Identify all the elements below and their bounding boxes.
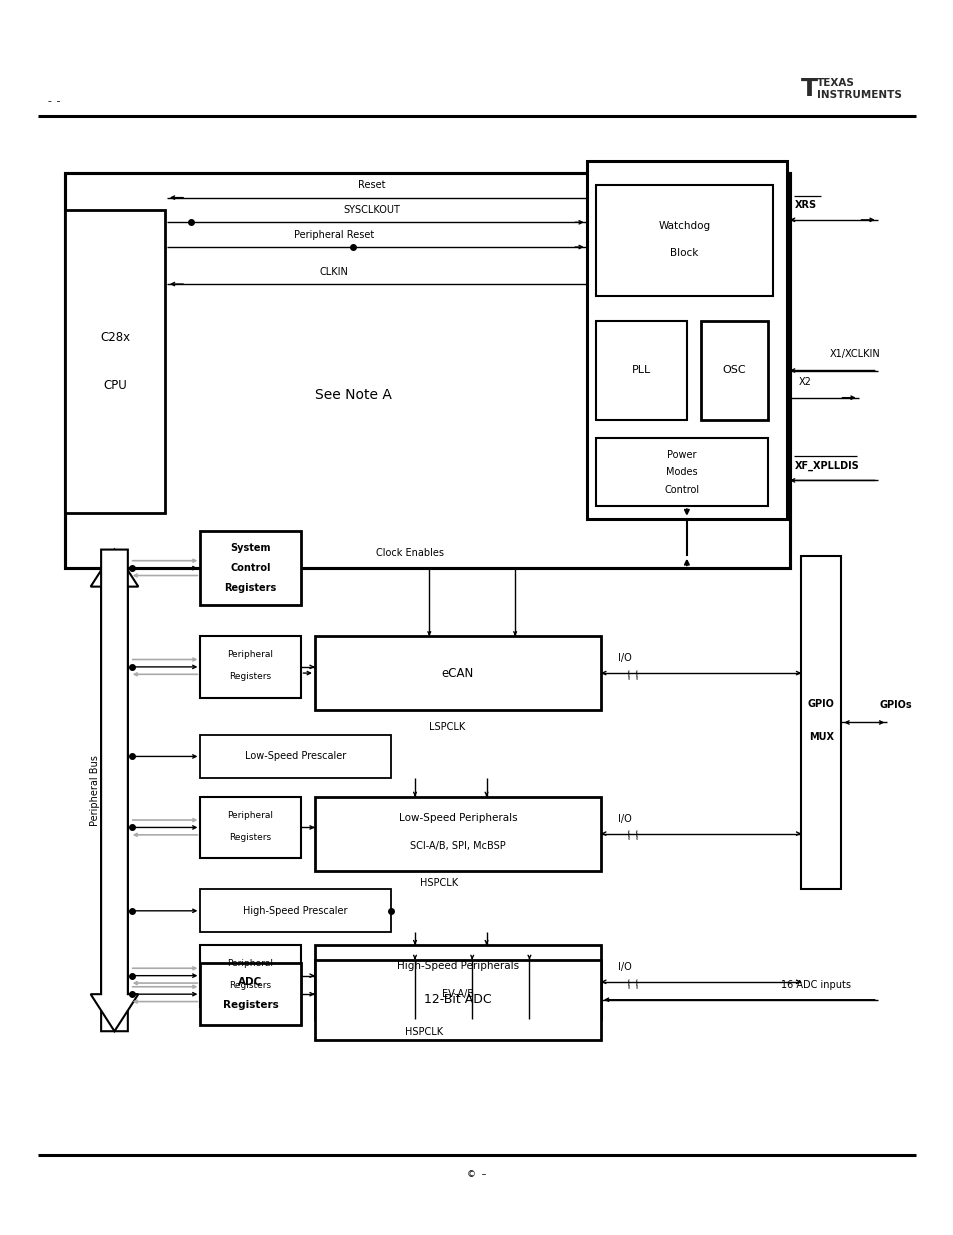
- Text: C28x: C28x: [100, 331, 130, 343]
- FancyBboxPatch shape: [700, 321, 767, 420]
- Text: /: /: [625, 979, 633, 989]
- Text: I/O: I/O: [618, 653, 631, 663]
- Text: eCAN: eCAN: [441, 667, 474, 679]
- Text: T: T: [801, 77, 818, 101]
- FancyBboxPatch shape: [314, 636, 600, 710]
- Text: Power: Power: [667, 450, 696, 461]
- FancyArrow shape: [91, 550, 138, 1031]
- FancyArrow shape: [91, 550, 138, 1031]
- Text: HSPCLK: HSPCLK: [405, 1028, 443, 1037]
- FancyBboxPatch shape: [200, 963, 300, 1025]
- Text: CLKIN: CLKIN: [319, 267, 348, 277]
- Text: /: /: [625, 831, 633, 841]
- FancyBboxPatch shape: [200, 945, 300, 1007]
- FancyBboxPatch shape: [314, 960, 600, 1040]
- FancyBboxPatch shape: [200, 797, 300, 858]
- Text: Control: Control: [664, 484, 699, 495]
- Text: ADC: ADC: [238, 977, 262, 987]
- Text: Peripheral: Peripheral: [227, 810, 274, 820]
- FancyBboxPatch shape: [586, 161, 786, 519]
- FancyBboxPatch shape: [801, 556, 841, 889]
- Text: GPIO: GPIO: [807, 699, 834, 709]
- Text: X2: X2: [798, 377, 810, 387]
- Text: Clock Enables: Clock Enables: [375, 548, 444, 558]
- Text: Control: Control: [230, 563, 271, 573]
- Text: EV-A/B: EV-A/B: [441, 989, 474, 999]
- Text: Peripheral Reset: Peripheral Reset: [294, 230, 374, 240]
- Text: Registers: Registers: [229, 832, 272, 842]
- FancyBboxPatch shape: [200, 636, 300, 698]
- Text: I/O: I/O: [618, 962, 631, 972]
- FancyBboxPatch shape: [65, 210, 165, 513]
- Text: XRS: XRS: [794, 200, 816, 210]
- Text: High-Speed Prescaler: High-Speed Prescaler: [243, 905, 348, 916]
- Text: /: /: [633, 671, 640, 680]
- Text: X1/XCLKIN: X1/XCLKIN: [829, 350, 880, 359]
- Text: –  –: – –: [48, 98, 60, 106]
- Text: MUX: MUX: [808, 732, 833, 742]
- Text: Registers: Registers: [229, 981, 272, 990]
- Text: OSC: OSC: [722, 366, 745, 375]
- FancyBboxPatch shape: [314, 945, 600, 1019]
- Text: /: /: [633, 831, 640, 841]
- Text: SCI-A/B, SPI, McBSP: SCI-A/B, SPI, McBSP: [410, 841, 505, 851]
- FancyBboxPatch shape: [65, 173, 789, 568]
- Text: System: System: [230, 543, 271, 553]
- Text: XF_XPLLDIS: XF_XPLLDIS: [794, 461, 859, 471]
- Text: /: /: [633, 979, 640, 989]
- Text: Block: Block: [670, 248, 698, 258]
- Text: Modes: Modes: [665, 467, 698, 478]
- Text: Registers: Registers: [224, 583, 276, 593]
- Text: GPIOs: GPIOs: [879, 700, 911, 710]
- Text: PLL: PLL: [631, 366, 651, 375]
- FancyBboxPatch shape: [596, 321, 686, 420]
- Text: Registers: Registers: [222, 1000, 278, 1010]
- Text: I/O: I/O: [618, 814, 631, 824]
- Text: Peripheral Bus: Peripheral Bus: [91, 755, 100, 826]
- Text: See Note A: See Note A: [314, 388, 391, 403]
- Text: Watchdog: Watchdog: [658, 221, 710, 231]
- Text: /: /: [625, 671, 633, 680]
- FancyBboxPatch shape: [200, 735, 391, 778]
- FancyBboxPatch shape: [200, 889, 391, 932]
- Text: Low-Speed Prescaler: Low-Speed Prescaler: [245, 751, 346, 762]
- FancyBboxPatch shape: [200, 531, 300, 605]
- Text: Registers: Registers: [229, 672, 272, 682]
- Text: Low-Speed Peripherals: Low-Speed Peripherals: [398, 813, 517, 823]
- Text: 16 ADC inputs: 16 ADC inputs: [780, 979, 850, 990]
- Text: TEXAS
INSTRUMENTS: TEXAS INSTRUMENTS: [816, 78, 901, 100]
- Text: Peripheral: Peripheral: [227, 958, 274, 968]
- FancyBboxPatch shape: [596, 438, 767, 506]
- Text: CPU: CPU: [103, 379, 127, 391]
- Text: ©  –: © –: [467, 1170, 486, 1178]
- Text: Reset: Reset: [358, 180, 385, 190]
- Text: Peripheral: Peripheral: [227, 650, 274, 659]
- Text: High-Speed Peripherals: High-Speed Peripherals: [396, 961, 518, 971]
- Text: HSPCLK: HSPCLK: [419, 878, 457, 888]
- Text: SYSCLKOUT: SYSCLKOUT: [343, 205, 400, 215]
- Text: 12-Bit ADC: 12-Bit ADC: [424, 993, 491, 1007]
- FancyBboxPatch shape: [596, 185, 772, 296]
- Text: LSPCLK: LSPCLK: [429, 722, 465, 732]
- FancyBboxPatch shape: [314, 797, 600, 871]
